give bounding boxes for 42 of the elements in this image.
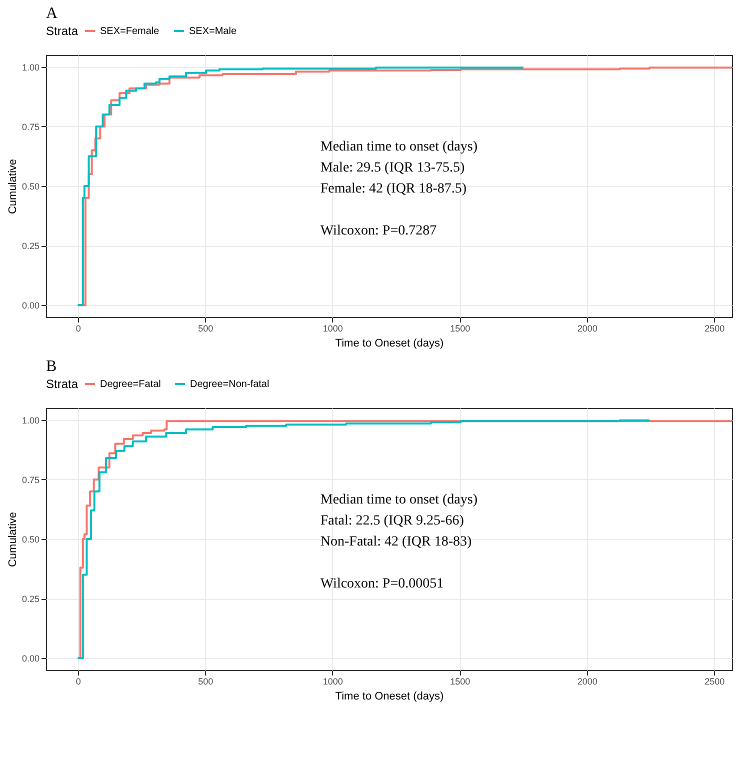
legend-label: SEX=Male (189, 26, 237, 37)
x-tick-label: 2500 (704, 324, 725, 334)
legend-title: Strata (46, 377, 78, 391)
x-tick-label: 2000 (577, 676, 598, 686)
y-tick-label: 1.00 (22, 62, 40, 72)
legend-label: SEX=Female (100, 26, 160, 37)
y-tick-label: 0.75 (22, 474, 40, 485)
annotation: Fatal: 22.5 (IQR 9.25-66) (320, 514, 464, 529)
y-tick-label: 0.75 (22, 122, 40, 132)
x-axis-title: Time to Oneset (days) (335, 338, 444, 350)
chart-title: B (46, 358, 57, 375)
y-tick-label: 0.50 (22, 534, 40, 544)
x-tick-label: 1500 (450, 676, 470, 686)
legend-label: Degree=Non-fatal (190, 379, 270, 390)
y-tick-label: 0.00 (22, 300, 40, 311)
y-tick-label: 0.00 (22, 654, 40, 664)
x-tick-label: 1000 (322, 324, 343, 334)
y-tick-label: 0.25 (22, 241, 40, 252)
y-tick-label: 0.25 (22, 594, 40, 604)
x-tick-label: 2500 (704, 676, 725, 686)
annotation: Non-Fatal: 42 (IQR 18-83) (320, 534, 472, 550)
annotation: Female: 42 (IQR 18-87.5) (320, 182, 467, 197)
x-tick-label: 1500 (450, 324, 470, 334)
x-tick-label: 0 (76, 676, 81, 686)
y-tick-label: 1.00 (22, 415, 40, 426)
annotation: Wilcoxon: P=0.7287 (320, 224, 437, 239)
y-axis-title: Cumulative (6, 158, 19, 214)
annotation: Wilcoxon: P=0.00051 (320, 576, 444, 592)
y-tick-label: 0.50 (22, 182, 40, 192)
legend-label: Degree=Fatal (100, 379, 161, 390)
annotation: Median time to onset (days) (320, 140, 478, 155)
x-tick-label: 500 (198, 324, 214, 334)
x-tick-label: 500 (198, 676, 214, 686)
x-tick-label: 1000 (322, 676, 343, 686)
annotation: Male: 29.5 (IQR 13-75.5) (320, 160, 465, 176)
x-tick-label: 2000 (577, 324, 598, 334)
annotation: Median time to onset (days) (320, 492, 478, 508)
x-tick-label: 0 (76, 324, 81, 334)
x-axis-title: Time to Oneset (days) (335, 690, 444, 702)
legend-title: Strata (46, 24, 78, 38)
y-axis-title: Cumulative (6, 512, 19, 568)
chart-title: A (46, 5, 58, 22)
